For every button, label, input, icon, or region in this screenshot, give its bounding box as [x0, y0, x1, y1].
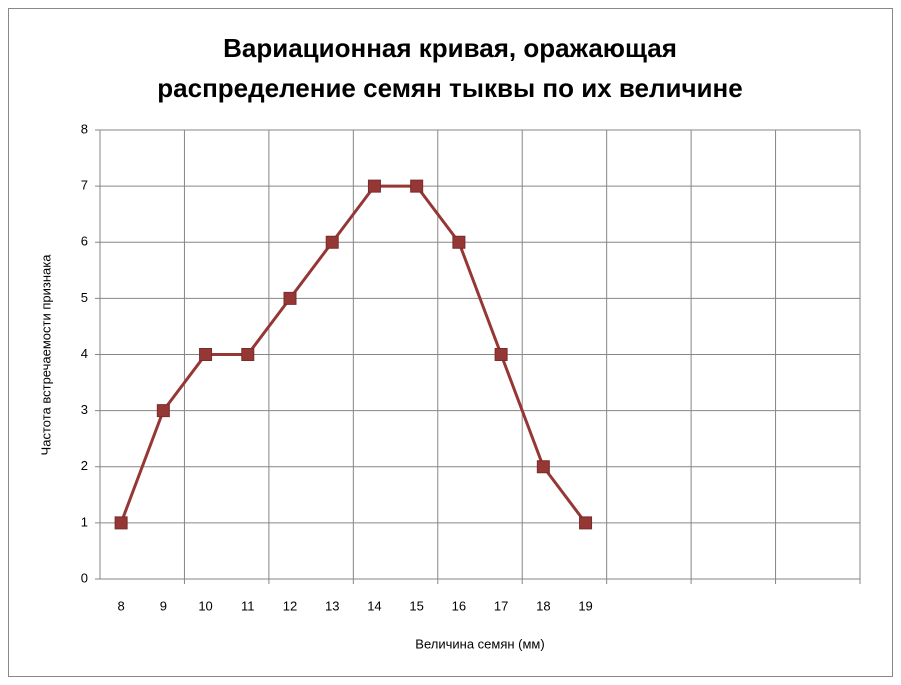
- y-tick-label: 6: [81, 234, 88, 249]
- y-tick-label: 1: [81, 514, 88, 529]
- y-tick-label: 3: [81, 402, 88, 417]
- y-tick-label: 7: [81, 178, 88, 193]
- chart-border: [8, 8, 893, 677]
- point-marker: [199, 348, 213, 361]
- y-axis-label: Частота встречаемости признака: [38, 254, 53, 456]
- point-marker: [579, 516, 593, 530]
- point-marker: [114, 516, 128, 530]
- y-tick-label: 4: [81, 346, 88, 361]
- x-tick-label: 13: [325, 598, 339, 613]
- y-tick-label: 0: [81, 570, 88, 585]
- point-marker: [156, 404, 170, 418]
- x-tick-label: 15: [409, 598, 423, 613]
- point-marker: [410, 179, 424, 193]
- x-tick-label: 11: [241, 598, 255, 613]
- x-tick-label: 8: [117, 598, 124, 613]
- y-tick-label: 5: [81, 290, 88, 305]
- point-marker: [536, 460, 550, 474]
- chart-title-line: Вариационная кривая, оражающая: [223, 33, 677, 63]
- point-marker: [241, 348, 255, 361]
- y-tick-label: 2: [81, 458, 88, 473]
- chart-title-line: распределение семян тыквы по их величине: [157, 73, 742, 103]
- x-tick-label: 18: [536, 598, 550, 613]
- x-tick-label: 19: [578, 598, 592, 613]
- x-tick-label: 10: [198, 598, 212, 613]
- point-marker: [325, 235, 339, 249]
- y-tick-label: 8: [81, 121, 88, 136]
- x-tick-label: 16: [452, 598, 466, 613]
- x-tick-label: 17: [494, 598, 508, 613]
- x-tick-label: 12: [283, 598, 297, 613]
- point-marker: [283, 291, 297, 305]
- series-line: [119, 184, 587, 524]
- x-tick-label: 9: [160, 598, 167, 613]
- x-tick-label: 14: [367, 598, 381, 613]
- point-marker: [367, 179, 381, 193]
- point-marker: [452, 235, 466, 249]
- point-marker: [494, 348, 508, 361]
- x-axis-label: Величина семян (мм): [415, 636, 544, 651]
